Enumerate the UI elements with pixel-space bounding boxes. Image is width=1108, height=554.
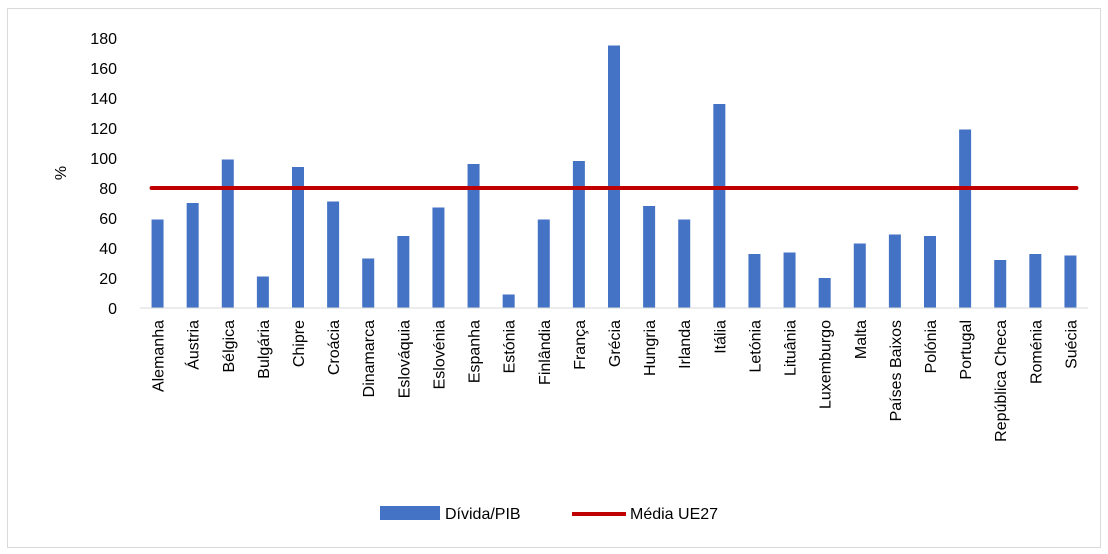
x-tick-label: Irlanda (677, 320, 694, 369)
x-tick-label: Finlândia (537, 320, 554, 385)
bar (537, 219, 550, 308)
bar (432, 207, 445, 308)
x-tick-label: Hungria (642, 320, 659, 376)
y-tick-label: 20 (99, 271, 117, 288)
x-tick-label: Dinamarca (361, 320, 378, 397)
bar (221, 159, 234, 308)
bar (643, 206, 656, 308)
x-tick-label: Letónia (747, 320, 764, 373)
y-tick-label: 160 (90, 61, 117, 78)
bar (1029, 254, 1042, 308)
y-tick-label: 0 (108, 301, 117, 318)
y-axis-title: % (53, 166, 70, 180)
bar (256, 276, 269, 308)
bar (853, 243, 866, 308)
bar (186, 203, 199, 308)
x-tick-label: Eslováquia (396, 320, 413, 398)
x-tick-label: Lituânia (783, 320, 800, 376)
x-tick-label: Chipre (291, 320, 308, 367)
x-tick-label: Suécia (1063, 320, 1080, 369)
bar (327, 201, 340, 308)
x-tick-label: Polónia (923, 320, 940, 373)
y-tick-label: 100 (90, 151, 117, 168)
bar (959, 129, 972, 308)
x-tick-label: República Checa (993, 320, 1010, 442)
legend-label-line: Média UE27 (630, 506, 718, 523)
x-tick-label: Bélgica (221, 320, 238, 373)
y-tick-label: 180 (90, 31, 117, 48)
bar (924, 236, 936, 308)
bar (362, 258, 375, 308)
bar (467, 164, 480, 308)
y-tick-label: 140 (90, 91, 117, 108)
x-tick-label: Portugal (958, 320, 975, 380)
legend-swatch-bars (380, 506, 440, 520)
bar (748, 254, 761, 308)
x-tick-label: França (572, 320, 589, 370)
bar (572, 161, 585, 308)
y-tick-label: 80 (99, 181, 117, 198)
bar (502, 294, 515, 308)
bar (994, 260, 1007, 308)
x-tick-label: Eslovénia (431, 320, 448, 389)
bar (818, 278, 831, 308)
x-tick-label: Alemanha (151, 320, 168, 392)
bar (608, 45, 620, 308)
y-tick-label: 40 (99, 241, 117, 258)
x-tick-label: Países Baixos (888, 320, 905, 421)
y-tick-label: 60 (99, 211, 117, 228)
bar (397, 236, 410, 308)
x-tick-label: Roménia (1028, 320, 1045, 384)
bar (783, 252, 796, 308)
x-tick-label: Croácia (326, 320, 343, 375)
bar (1064, 255, 1077, 308)
x-tick-label: Malta (853, 320, 870, 359)
bar (713, 104, 726, 308)
bar (292, 167, 304, 308)
bar (888, 234, 901, 308)
x-tick-label: Grécia (607, 320, 624, 367)
bar (151, 219, 164, 308)
x-tick-label: Estónia (502, 320, 519, 373)
legend-label-bars: Dívida/PIB (445, 506, 521, 523)
bar (678, 219, 691, 308)
x-tick-label: Bulgária (256, 320, 273, 379)
x-tick-label: Itália (712, 320, 729, 354)
x-tick-label: Áustria (184, 320, 203, 370)
y-tick-label: 120 (90, 121, 117, 138)
x-tick-label: Espanha (467, 320, 484, 383)
x-tick-label: Luxemburgo (818, 320, 835, 409)
